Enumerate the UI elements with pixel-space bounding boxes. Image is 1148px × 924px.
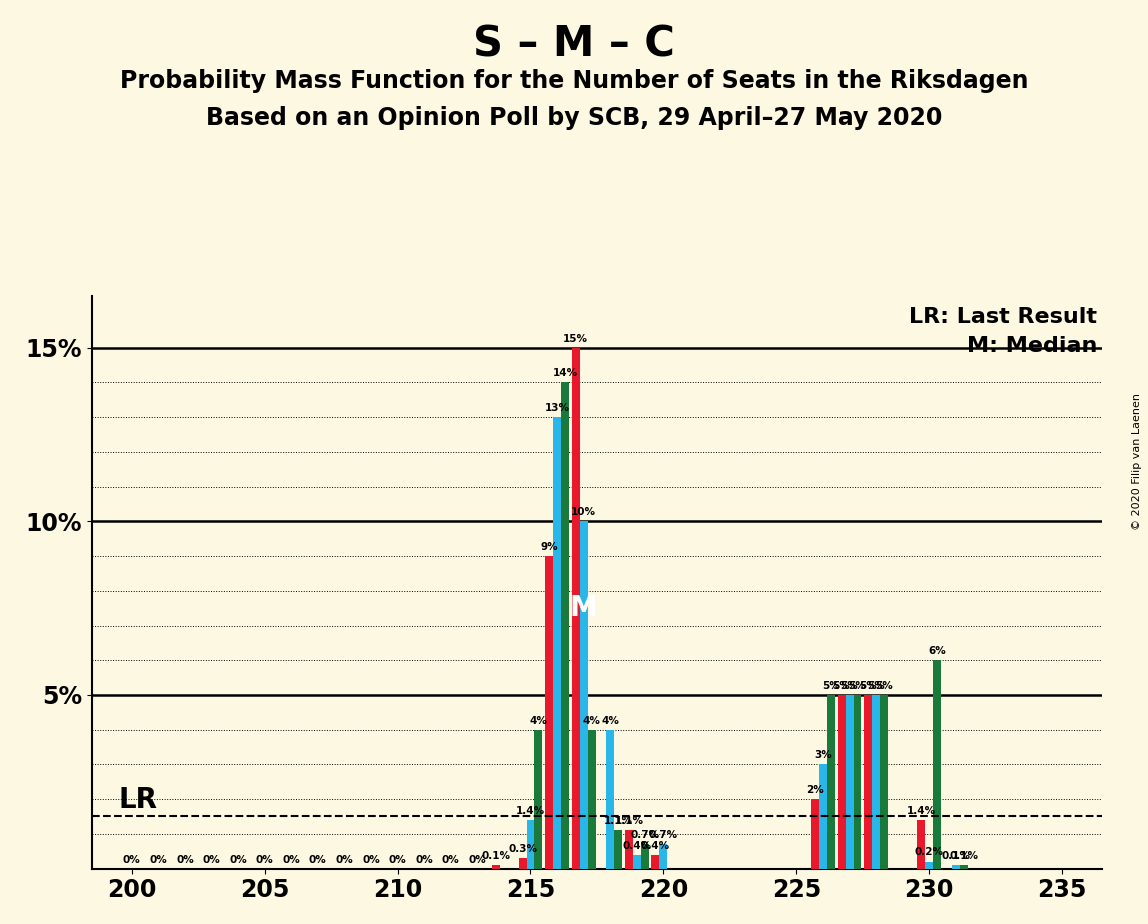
- Text: 0%: 0%: [468, 855, 487, 865]
- Bar: [519, 858, 527, 869]
- Bar: [925, 861, 933, 869]
- Bar: [588, 730, 596, 869]
- Text: 15%: 15%: [564, 334, 588, 344]
- Bar: [545, 556, 553, 869]
- Bar: [838, 695, 846, 869]
- Text: 5%: 5%: [875, 681, 893, 691]
- Text: 6%: 6%: [929, 646, 946, 656]
- Text: 0.4%: 0.4%: [641, 841, 670, 850]
- Bar: [535, 730, 543, 869]
- Text: 4%: 4%: [602, 715, 619, 725]
- Text: 4%: 4%: [583, 715, 600, 725]
- Text: 0%: 0%: [309, 855, 327, 865]
- Text: 0.7%: 0.7%: [630, 830, 659, 840]
- Bar: [561, 383, 569, 869]
- Text: 0%: 0%: [230, 855, 247, 865]
- Text: 10%: 10%: [572, 507, 596, 517]
- Text: LR: LR: [118, 785, 157, 814]
- Bar: [527, 820, 535, 869]
- Text: 5%: 5%: [840, 681, 859, 691]
- Text: 2%: 2%: [806, 785, 824, 795]
- Bar: [952, 865, 960, 869]
- Bar: [881, 695, 889, 869]
- Text: M: Median: M: Median: [967, 335, 1097, 356]
- Text: 0%: 0%: [176, 855, 194, 865]
- Bar: [641, 845, 649, 869]
- Bar: [933, 661, 941, 869]
- Text: 0%: 0%: [149, 855, 168, 865]
- Text: 5%: 5%: [848, 681, 867, 691]
- Text: 3%: 3%: [814, 750, 832, 760]
- Bar: [572, 347, 580, 869]
- Text: © 2020 Filip van Laenen: © 2020 Filip van Laenen: [1132, 394, 1142, 530]
- Text: 1.1%: 1.1%: [604, 816, 633, 826]
- Text: 9%: 9%: [541, 541, 558, 552]
- Text: 0.1%: 0.1%: [949, 851, 978, 861]
- Text: 1.4%: 1.4%: [515, 806, 545, 816]
- Text: 0.1%: 0.1%: [941, 851, 970, 861]
- Text: 13%: 13%: [544, 403, 569, 413]
- Text: 5%: 5%: [822, 681, 840, 691]
- Text: 0.7%: 0.7%: [649, 830, 678, 840]
- Text: S – M – C: S – M – C: [473, 23, 675, 65]
- Bar: [917, 820, 925, 869]
- Text: LR: Last Result: LR: Last Result: [909, 307, 1097, 327]
- Bar: [492, 865, 499, 869]
- Text: 0.4%: 0.4%: [622, 841, 651, 850]
- Bar: [853, 695, 861, 869]
- Text: 4%: 4%: [529, 715, 548, 725]
- Text: M: M: [569, 594, 597, 622]
- Text: 0%: 0%: [389, 855, 406, 865]
- Bar: [614, 831, 622, 869]
- Text: 0%: 0%: [123, 855, 140, 865]
- Text: 0%: 0%: [335, 855, 354, 865]
- Bar: [659, 845, 667, 869]
- Text: 0%: 0%: [442, 855, 459, 865]
- Bar: [960, 865, 968, 869]
- Bar: [633, 855, 641, 869]
- Bar: [651, 855, 659, 869]
- Text: 0%: 0%: [202, 855, 220, 865]
- Text: 0%: 0%: [256, 855, 273, 865]
- Bar: [846, 695, 853, 869]
- Text: 0.3%: 0.3%: [509, 844, 537, 854]
- Bar: [819, 764, 827, 869]
- Text: 0%: 0%: [416, 855, 433, 865]
- Text: 1.1%: 1.1%: [614, 816, 643, 826]
- Text: 0%: 0%: [362, 855, 380, 865]
- Text: Based on an Opinion Poll by SCB, 29 April–27 May 2020: Based on an Opinion Poll by SCB, 29 Apri…: [205, 106, 943, 130]
- Bar: [553, 418, 561, 869]
- Bar: [827, 695, 835, 869]
- Bar: [606, 730, 614, 869]
- Text: 0%: 0%: [282, 855, 300, 865]
- Text: 0.2%: 0.2%: [915, 847, 944, 857]
- Text: Probability Mass Function for the Number of Seats in the Riksdagen: Probability Mass Function for the Number…: [119, 69, 1029, 93]
- Text: 0.1%: 0.1%: [481, 851, 511, 861]
- Text: 14%: 14%: [552, 369, 577, 378]
- Text: 5%: 5%: [867, 681, 885, 691]
- Bar: [580, 521, 588, 869]
- Text: 5%: 5%: [832, 681, 851, 691]
- Text: 5%: 5%: [859, 681, 877, 691]
- Bar: [864, 695, 872, 869]
- Text: 1.4%: 1.4%: [907, 806, 936, 816]
- Bar: [625, 831, 633, 869]
- Bar: [810, 799, 819, 869]
- Bar: [872, 695, 881, 869]
